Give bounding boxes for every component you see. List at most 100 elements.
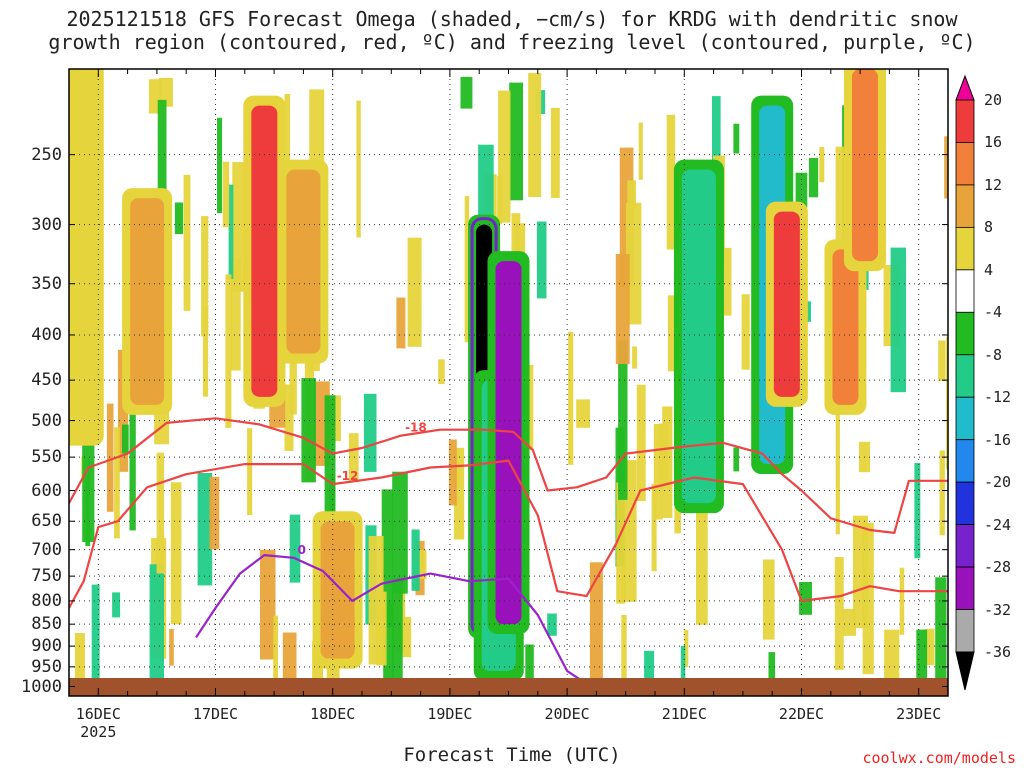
omega-streak xyxy=(763,559,775,640)
omega-streak xyxy=(819,147,825,183)
contour-label: 0 xyxy=(298,543,306,557)
omega-streak xyxy=(589,562,603,696)
colorbar-tick-label: -8 xyxy=(984,345,1003,364)
omega-streak xyxy=(733,123,740,154)
omega-streak xyxy=(834,557,844,670)
colorbar-segment xyxy=(955,142,975,186)
omega-streak xyxy=(625,202,642,325)
colorbar-tick-label: -20 xyxy=(984,473,1012,492)
colorbar-segment xyxy=(955,99,975,143)
x-tick-label: 22DEC xyxy=(778,705,825,723)
omega-streak xyxy=(222,161,230,228)
omega-streak xyxy=(935,577,947,696)
omega-streak xyxy=(396,297,406,349)
omega-streak xyxy=(659,423,668,485)
omega-streak xyxy=(938,340,946,381)
omega-streak xyxy=(74,633,85,696)
colorbar-segment xyxy=(955,481,975,526)
omega-streak xyxy=(201,216,209,337)
colorbar-tick-label: -36 xyxy=(984,643,1012,661)
omega-streak xyxy=(890,247,906,393)
omega-feature xyxy=(69,69,96,436)
omega-streak xyxy=(129,393,136,531)
omega-streak xyxy=(438,359,445,384)
colorbar-tick-label: -32 xyxy=(984,600,1012,619)
omega-streak xyxy=(618,340,628,500)
colorbar-tick-label: 12 xyxy=(984,175,1003,194)
omega-streak xyxy=(169,628,174,666)
y-tick-label: 300 xyxy=(31,214,62,235)
x-tick-label: 23DEC xyxy=(896,705,942,723)
y-tick-label: 500 xyxy=(31,410,62,431)
omega-streak xyxy=(383,601,395,696)
omega-feature xyxy=(286,169,321,354)
omega-streak xyxy=(82,420,95,543)
colorbar-tick-label: 20 xyxy=(984,91,1003,109)
omega-streak xyxy=(916,629,928,696)
colorbar-segment xyxy=(955,396,975,441)
omega-streak xyxy=(528,72,542,197)
omega-streak xyxy=(91,584,100,696)
omega-streak xyxy=(741,294,750,370)
omega-streak xyxy=(768,652,776,696)
omega-streak xyxy=(157,99,167,206)
omega-streak xyxy=(498,90,511,223)
omega-streak xyxy=(114,427,120,539)
y-tick-label: 900 xyxy=(31,636,62,657)
omega-streak xyxy=(391,578,403,696)
omega-streak xyxy=(324,395,336,515)
omega-streak xyxy=(407,237,422,347)
colorbar xyxy=(955,74,975,691)
omega-streak xyxy=(547,613,557,636)
omega-streak xyxy=(453,447,465,540)
omega-streak xyxy=(696,488,708,625)
omega-streak xyxy=(217,117,223,214)
omega-streak xyxy=(835,408,840,535)
colorbar-segment xyxy=(955,524,975,568)
omega-streak xyxy=(363,393,377,472)
omega-feature xyxy=(832,249,859,405)
omega-streak xyxy=(914,463,921,559)
colorbar-segment xyxy=(955,226,975,271)
omega-streak xyxy=(528,364,534,450)
omega-streak xyxy=(939,450,945,536)
omega-streak xyxy=(721,247,732,316)
chart-title-line1: 2025121518 GFS Forecast Omega (shaded, −… xyxy=(66,7,958,31)
omega-streak xyxy=(550,107,560,198)
omega-streak xyxy=(666,114,676,250)
omega-streak xyxy=(799,582,812,615)
omega-streak xyxy=(651,483,657,572)
omega-streak xyxy=(117,349,129,472)
contour-minus18 xyxy=(69,417,948,534)
y-tick-label: 950 xyxy=(31,656,62,677)
y-tick-label: 450 xyxy=(31,370,62,391)
omega-streak xyxy=(795,172,808,208)
omega-streak xyxy=(156,452,165,574)
omega-streak xyxy=(680,645,686,696)
omega-streak xyxy=(536,221,547,299)
y-tick-label: 800 xyxy=(31,590,62,611)
omega-streak xyxy=(356,100,361,238)
omega-streak xyxy=(122,424,129,454)
omega-streak xyxy=(684,629,689,668)
omega-streak xyxy=(284,94,291,181)
x-tick-label: 16DEC xyxy=(75,705,121,723)
omega-streak xyxy=(616,482,626,604)
omega-streak xyxy=(808,158,819,198)
omega-streak xyxy=(106,403,114,512)
omega-streak xyxy=(247,428,253,516)
omega-streak xyxy=(478,144,494,229)
colorbar-segment xyxy=(955,609,975,653)
y-tick-label: 400 xyxy=(31,324,62,345)
colorbar-tick-label: -12 xyxy=(984,388,1012,407)
omega-streak xyxy=(411,529,420,591)
omega-streak xyxy=(228,184,234,280)
y-tick-label: 250 xyxy=(31,144,62,165)
omega-streak xyxy=(509,82,523,201)
colorbar-tick-label: -28 xyxy=(984,558,1012,577)
credit-link[interactable]: coolwx.com/models xyxy=(862,749,1016,767)
omega-streak xyxy=(289,514,301,583)
omega-streak xyxy=(946,337,948,470)
y-tick-label: 850 xyxy=(31,614,62,635)
